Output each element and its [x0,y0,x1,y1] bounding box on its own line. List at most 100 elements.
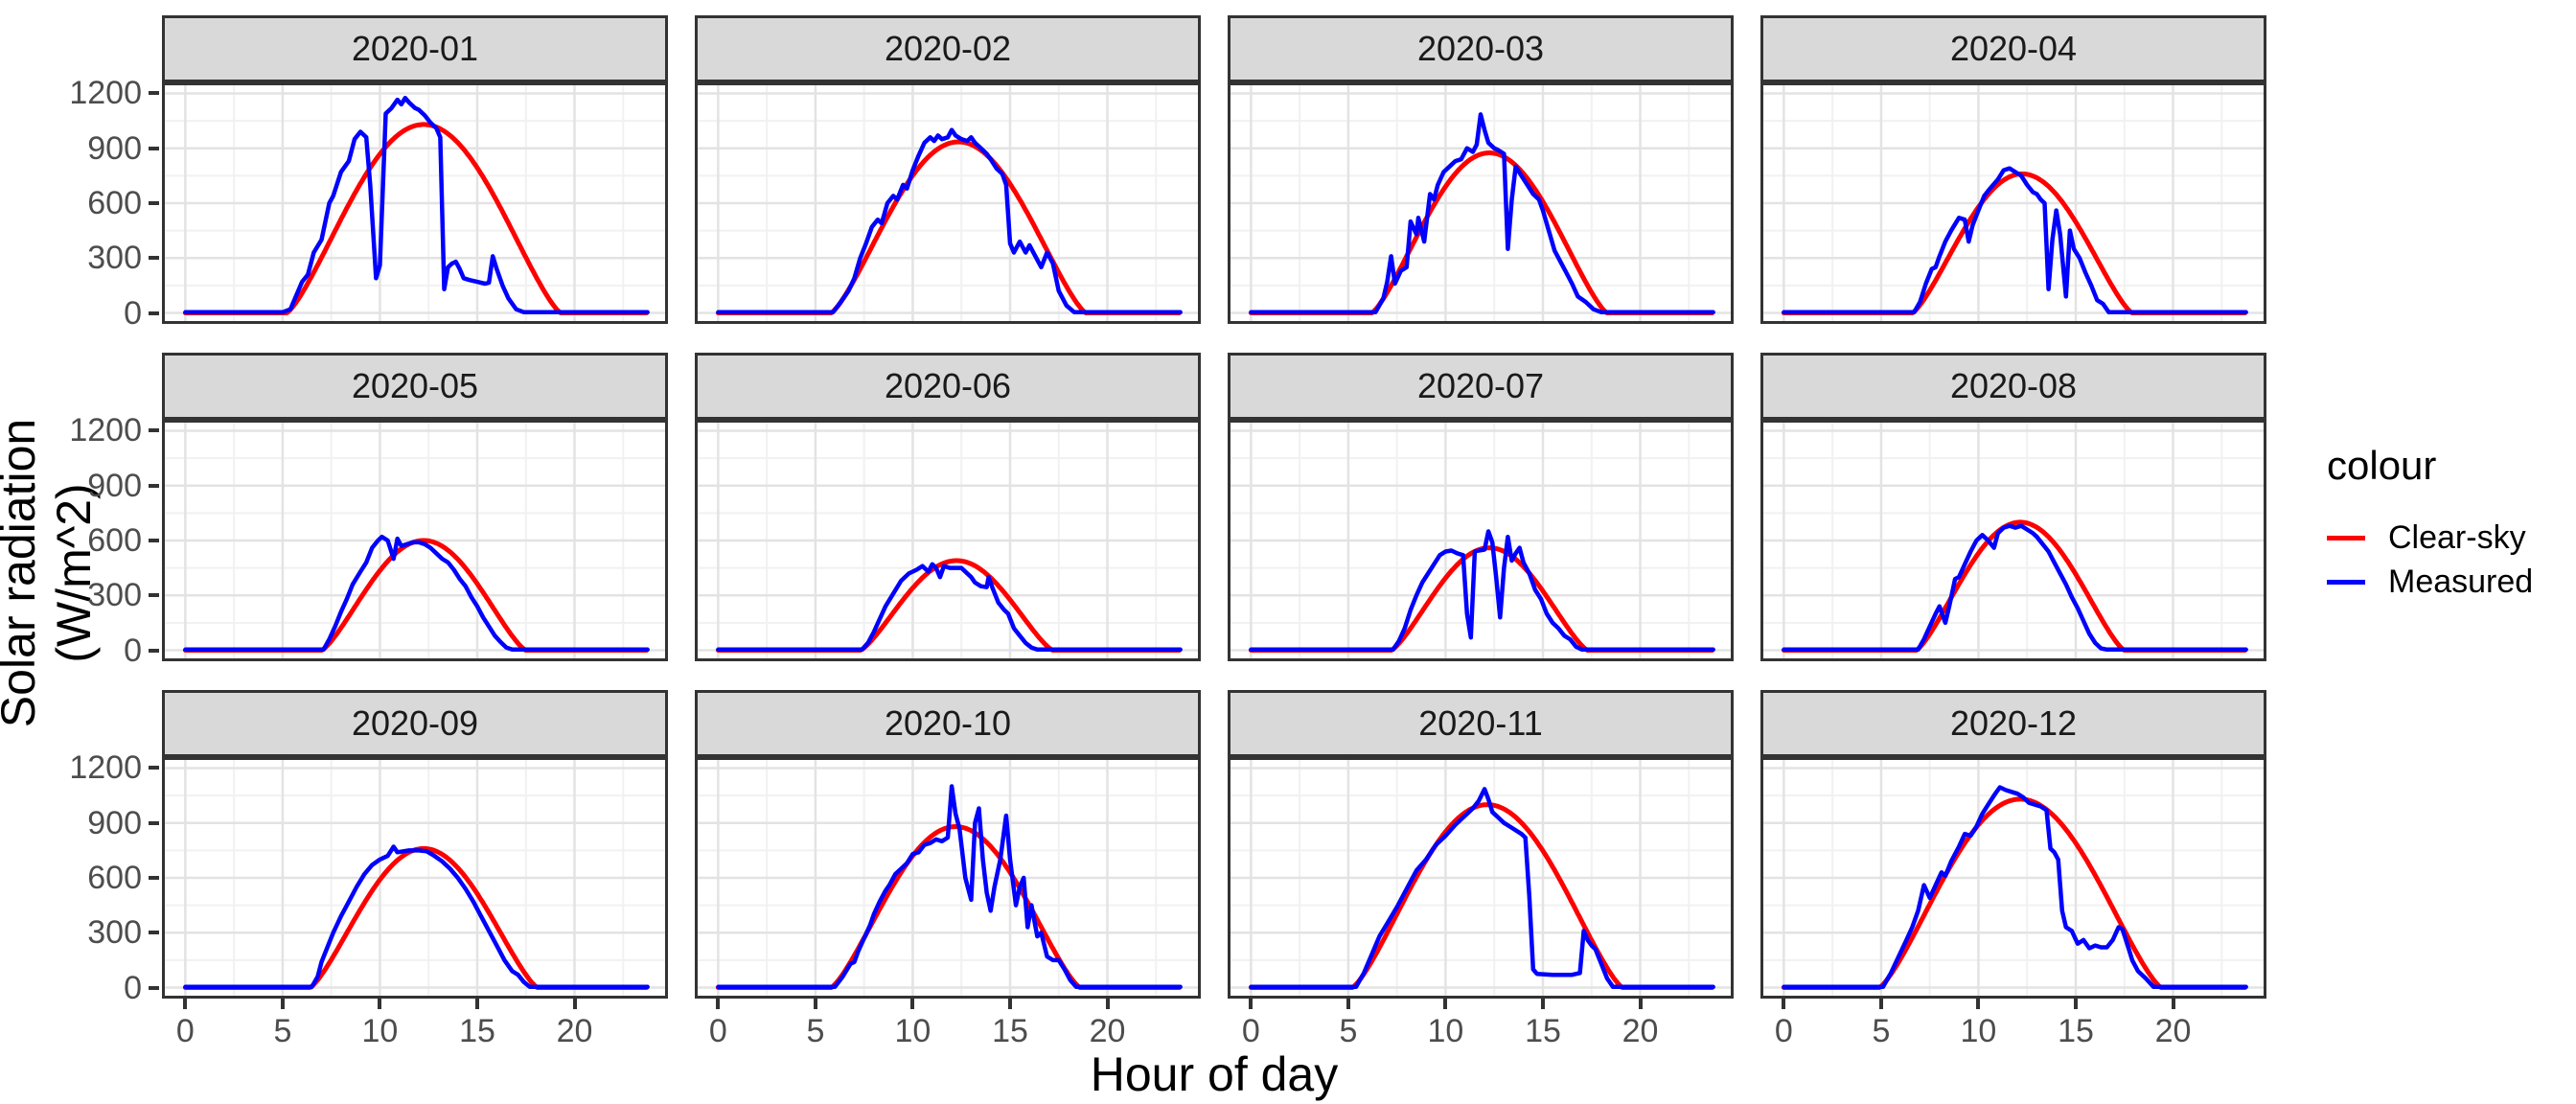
y-axis-tick [149,146,159,150]
facet-panel [695,420,1201,661]
y-axis-tick-label: 300 [87,240,142,277]
measured-line [716,562,1183,653]
x-axis-tick-label: 15 [1525,1013,1561,1049]
facet-panel [1228,757,1734,999]
facet-strip-label: 2020-09 [351,703,479,743]
measured-line [716,127,1183,315]
x-axis-tick [1007,999,1012,1009]
measured-line [1249,529,1715,653]
x-axis-tick-label: 15 [2058,1013,2094,1049]
facet-panel [1760,420,2266,661]
x-axis-tick-label: 5 [273,1013,292,1049]
x-axis-tick-label: 10 [1960,1013,1997,1049]
y-axis-tick-label: 600 [87,185,142,221]
y-axis-tick [149,931,159,935]
x-axis-tick-label: 20 [1622,1013,1659,1049]
facet-strip: 2020-03 [1228,15,1734,82]
measured-line [183,95,650,315]
facet-panel [695,757,1201,999]
y-axis-tick [149,483,159,488]
x-axis-tick-label: 10 [894,1013,932,1049]
facet-strip-label: 2020-07 [1416,366,1545,405]
facet-strip: 2020-01 [162,15,668,82]
facet-strip-label: 2020-06 [884,366,1012,405]
x-axis-tick [1105,999,1110,1009]
y-axis-tick-label: 900 [87,467,142,504]
facet-strip: 2020-09 [162,690,668,757]
x-axis-tick-label: 5 [1339,1013,1358,1049]
measured-line [183,844,650,990]
x-axis-tick [183,999,188,1009]
facet-strip-label: 2020-04 [1949,29,2078,68]
facet-panel [1760,757,2266,999]
y-axis-tick-label: 1200 [69,749,142,787]
y-axis-tick [149,201,159,205]
facet-strip: 2020-12 [1760,690,2266,757]
facet-strip-label: 2020-03 [1416,29,1545,68]
x-axis-tick-label: 10 [361,1013,399,1049]
legend-title: colour [2327,443,2437,488]
facet-strip: 2020-05 [162,353,668,420]
x-axis-tick [1782,999,1786,1009]
x-axis-tick [280,999,285,1009]
y-axis-tick-label: 1200 [69,412,142,449]
y-axis-tick-label: 1200 [69,75,142,112]
x-axis-tick [2073,999,2078,1009]
legend-entry-label: Measured [2388,563,2534,600]
y-axis-title: Solar radiation (W/m^2) [0,418,101,728]
y-axis-tick [149,985,159,990]
y-axis-tick [149,648,159,653]
x-axis-tick-label: 10 [1427,1013,1464,1049]
facet-panel [162,420,668,661]
x-axis-tick [1443,999,1448,1009]
x-axis-tick [813,999,817,1009]
y-axis-tick-label: 900 [87,804,142,841]
y-axis-tick [149,91,159,96]
measured-line [183,534,650,653]
measured-line [1249,787,1715,990]
y-axis-tick-label: 0 [124,632,142,669]
x-axis-tick-label: 0 [175,1013,195,1049]
x-axis-tick-label: 0 [1241,1013,1260,1049]
x-axis-tick-label: 20 [1089,1013,1126,1049]
x-axis-tick [716,999,721,1009]
y-axis-tick-label: 300 [87,577,142,614]
facet-panel [1228,82,1734,324]
y-axis-tick-label: 600 [87,860,142,896]
x-axis-tick [1878,999,1883,1009]
y-axis-tick-label: 0 [124,969,142,1006]
x-axis-tick [2171,999,2175,1009]
x-axis-tick [1249,999,1254,1009]
y-axis-tick-label: 900 [87,129,142,167]
measured-line [1249,112,1715,315]
x-axis-tick-label: 15 [992,1013,1028,1049]
facet-strip: 2020-08 [1760,353,2266,420]
y-axis-tick [149,256,159,261]
legend: colour Clear-sky Measured [2327,443,2533,604]
x-axis-tick [1540,999,1545,1009]
measured-line [716,784,1183,990]
y-axis-tick-label: 600 [87,522,142,559]
facet-strip: 2020-07 [1228,353,1734,420]
y-axis-tick [149,593,159,598]
facet-strip: 2020-11 [1228,690,1734,757]
facet-strip-label: 2020-05 [351,366,479,405]
facet-panel [1228,420,1734,661]
x-axis-tick-label: 0 [708,1013,727,1049]
y-axis-tick-label: 0 [124,294,142,332]
facet-panel [162,82,668,324]
legend-entry-label: Clear-sky [2388,518,2526,556]
x-axis-tick-label: 0 [1774,1013,1793,1049]
measured-line [1782,785,2248,990]
y-axis-tick [149,876,159,880]
facet-strip-label: 2020-12 [1949,703,2078,743]
x-axis-tick [910,999,915,1009]
x-axis-tick [378,999,382,1009]
x-axis-tick-label: 20 [556,1013,593,1049]
facet-strip-label: 2020-02 [884,29,1012,68]
measured-line-swatch-icon [2327,560,2365,604]
x-axis-tick [1976,999,1981,1009]
facet-panel [1760,82,2266,324]
x-axis-tick-label: 20 [2154,1013,2192,1049]
